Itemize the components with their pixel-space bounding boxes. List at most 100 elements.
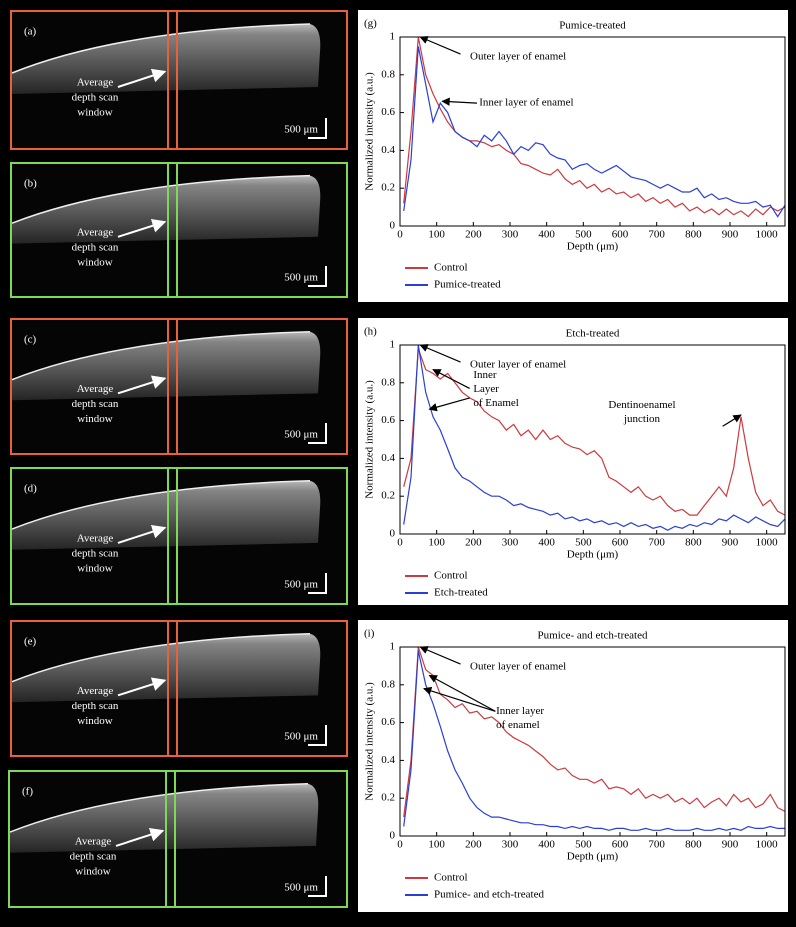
caption-arrow [117, 524, 167, 544]
enamel-surface [11, 23, 311, 74]
x-tick-label: 400 [538, 537, 555, 549]
x-tick-label: 700 [648, 839, 665, 851]
scale-bar [308, 423, 327, 444]
chart-panel [358, 620, 788, 912]
legend-label: Etch-treated [434, 587, 488, 599]
tooth-section [12, 331, 321, 401]
scale-label: 500 μm [284, 579, 318, 591]
caption: Average [75, 835, 112, 847]
panel-label: (f) [22, 786, 33, 798]
panel-label: (d) [24, 483, 37, 495]
y-tick-label: 0 [390, 528, 396, 540]
y-tick-label: 0.4 [381, 754, 395, 766]
caption: Average [77, 685, 114, 697]
chart-label: (i) [364, 628, 375, 640]
panel-border [8, 770, 348, 908]
caption: depth scan [72, 398, 119, 410]
scale-label: 500 μm [284, 731, 318, 743]
annotation-arrow [419, 646, 461, 665]
chart-panel [358, 10, 788, 302]
panel-border [10, 467, 348, 605]
caption-arrow [117, 218, 167, 238]
scale-bar [308, 725, 327, 746]
x-tick-label: 200 [465, 537, 482, 549]
x-tick-label: 1000 [756, 537, 779, 549]
panel-label: (c) [24, 334, 37, 346]
scale-label: 500 μm [284, 882, 318, 894]
annotation-arrow [419, 36, 461, 55]
chart-title: Etch-treated [566, 328, 620, 340]
caption: window [77, 562, 113, 574]
plot-frame [399, 344, 786, 535]
tooth-section [10, 783, 319, 853]
x-tick-label: 600 [612, 839, 629, 851]
x-axis-label: Depth (μm) [567, 549, 619, 561]
y-tick-label: 0.6 [381, 414, 395, 426]
annotation: Inner layer [496, 705, 544, 717]
tooth-section [12, 480, 321, 550]
x-tick-label: 0 [397, 839, 403, 851]
caption: depth scan [72, 547, 119, 559]
annotation-arrow [423, 686, 496, 712]
chart-panel [358, 318, 788, 605]
y-tick-label: 0.4 [381, 144, 395, 156]
annotation: of Enamel [473, 397, 519, 409]
legend-label: Control [434, 872, 468, 884]
annotation: Layer [473, 383, 499, 395]
legend-label: Pumice- and etch-treated [434, 889, 544, 901]
enamel-surface [11, 330, 311, 381]
x-tick-label: 1000 [756, 229, 779, 241]
scan-window [167, 467, 178, 605]
x-tick-label: 100 [428, 839, 445, 851]
annotation: Outer layer of enamel [470, 358, 566, 370]
y-tick-label: 0.8 [381, 68, 395, 80]
x-tick-label: 0 [397, 229, 403, 241]
series-line [403, 344, 786, 531]
x-tick-label: 700 [648, 537, 665, 549]
annotation-arrow [432, 369, 470, 390]
y-tick-label: 0.2 [381, 182, 395, 194]
annotation: of enamel [496, 719, 540, 731]
y-tick-label: 0.2 [381, 490, 395, 502]
x-tick-label: 800 [685, 839, 702, 851]
scale-label: 500 μm [284, 124, 318, 136]
scan-window [167, 10, 178, 150]
plot-frame [399, 646, 786, 837]
annotation: junction [623, 413, 661, 425]
caption: Average [77, 383, 114, 395]
panel-border [10, 162, 348, 298]
caption: depth scan [72, 700, 119, 712]
plot-frame [399, 36, 786, 227]
x-tick-label: 900 [722, 537, 739, 549]
annotation: Inner layer of enamel [479, 97, 573, 109]
x-tick-label: 300 [502, 839, 519, 851]
annotation: Dentinoenamel [608, 399, 675, 411]
chart-label: (g) [364, 18, 377, 30]
caption: window [77, 715, 113, 727]
y-tick-label: 0 [390, 830, 396, 842]
caption-arrow [115, 827, 165, 847]
x-tick-label: 0 [397, 537, 403, 549]
annotation-arrow [722, 414, 742, 427]
caption: window [75, 865, 111, 877]
y-axis-label: Normalized intensity (a.u.) [364, 72, 376, 191]
series-line [403, 348, 786, 516]
panel-border [10, 318, 348, 455]
x-tick-label: 100 [428, 229, 445, 241]
y-tick-label: 0.4 [381, 452, 395, 464]
x-tick-label: 700 [648, 229, 665, 241]
y-tick-label: 0.6 [381, 716, 395, 728]
annotation-arrow [428, 397, 470, 412]
caption-arrow [117, 68, 167, 88]
x-tick-label: 200 [465, 839, 482, 851]
scale-bar [308, 573, 327, 594]
series-line [403, 46, 786, 218]
chart-title: Pumice-treated [559, 20, 626, 32]
x-tick-label: 300 [502, 537, 519, 549]
caption: depth scan [70, 850, 117, 862]
series-line [403, 646, 786, 818]
x-tick-label: 900 [722, 839, 739, 851]
x-tick-label: 500 [575, 229, 592, 241]
x-tick-label: 500 [575, 839, 592, 851]
annotation: Outer layer of enamel [470, 50, 566, 62]
